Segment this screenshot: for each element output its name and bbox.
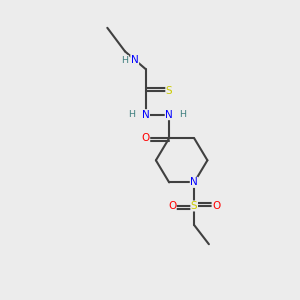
Text: H: H bbox=[128, 110, 135, 119]
Text: H: H bbox=[122, 56, 128, 65]
Text: N: N bbox=[165, 110, 173, 120]
Text: N: N bbox=[131, 55, 139, 65]
Text: H: H bbox=[179, 110, 187, 119]
Text: O: O bbox=[168, 201, 176, 211]
Text: O: O bbox=[142, 133, 150, 143]
Text: N: N bbox=[190, 177, 198, 188]
Text: S: S bbox=[191, 201, 197, 211]
Text: S: S bbox=[166, 86, 172, 96]
Text: O: O bbox=[212, 201, 220, 211]
Text: N: N bbox=[142, 110, 149, 120]
